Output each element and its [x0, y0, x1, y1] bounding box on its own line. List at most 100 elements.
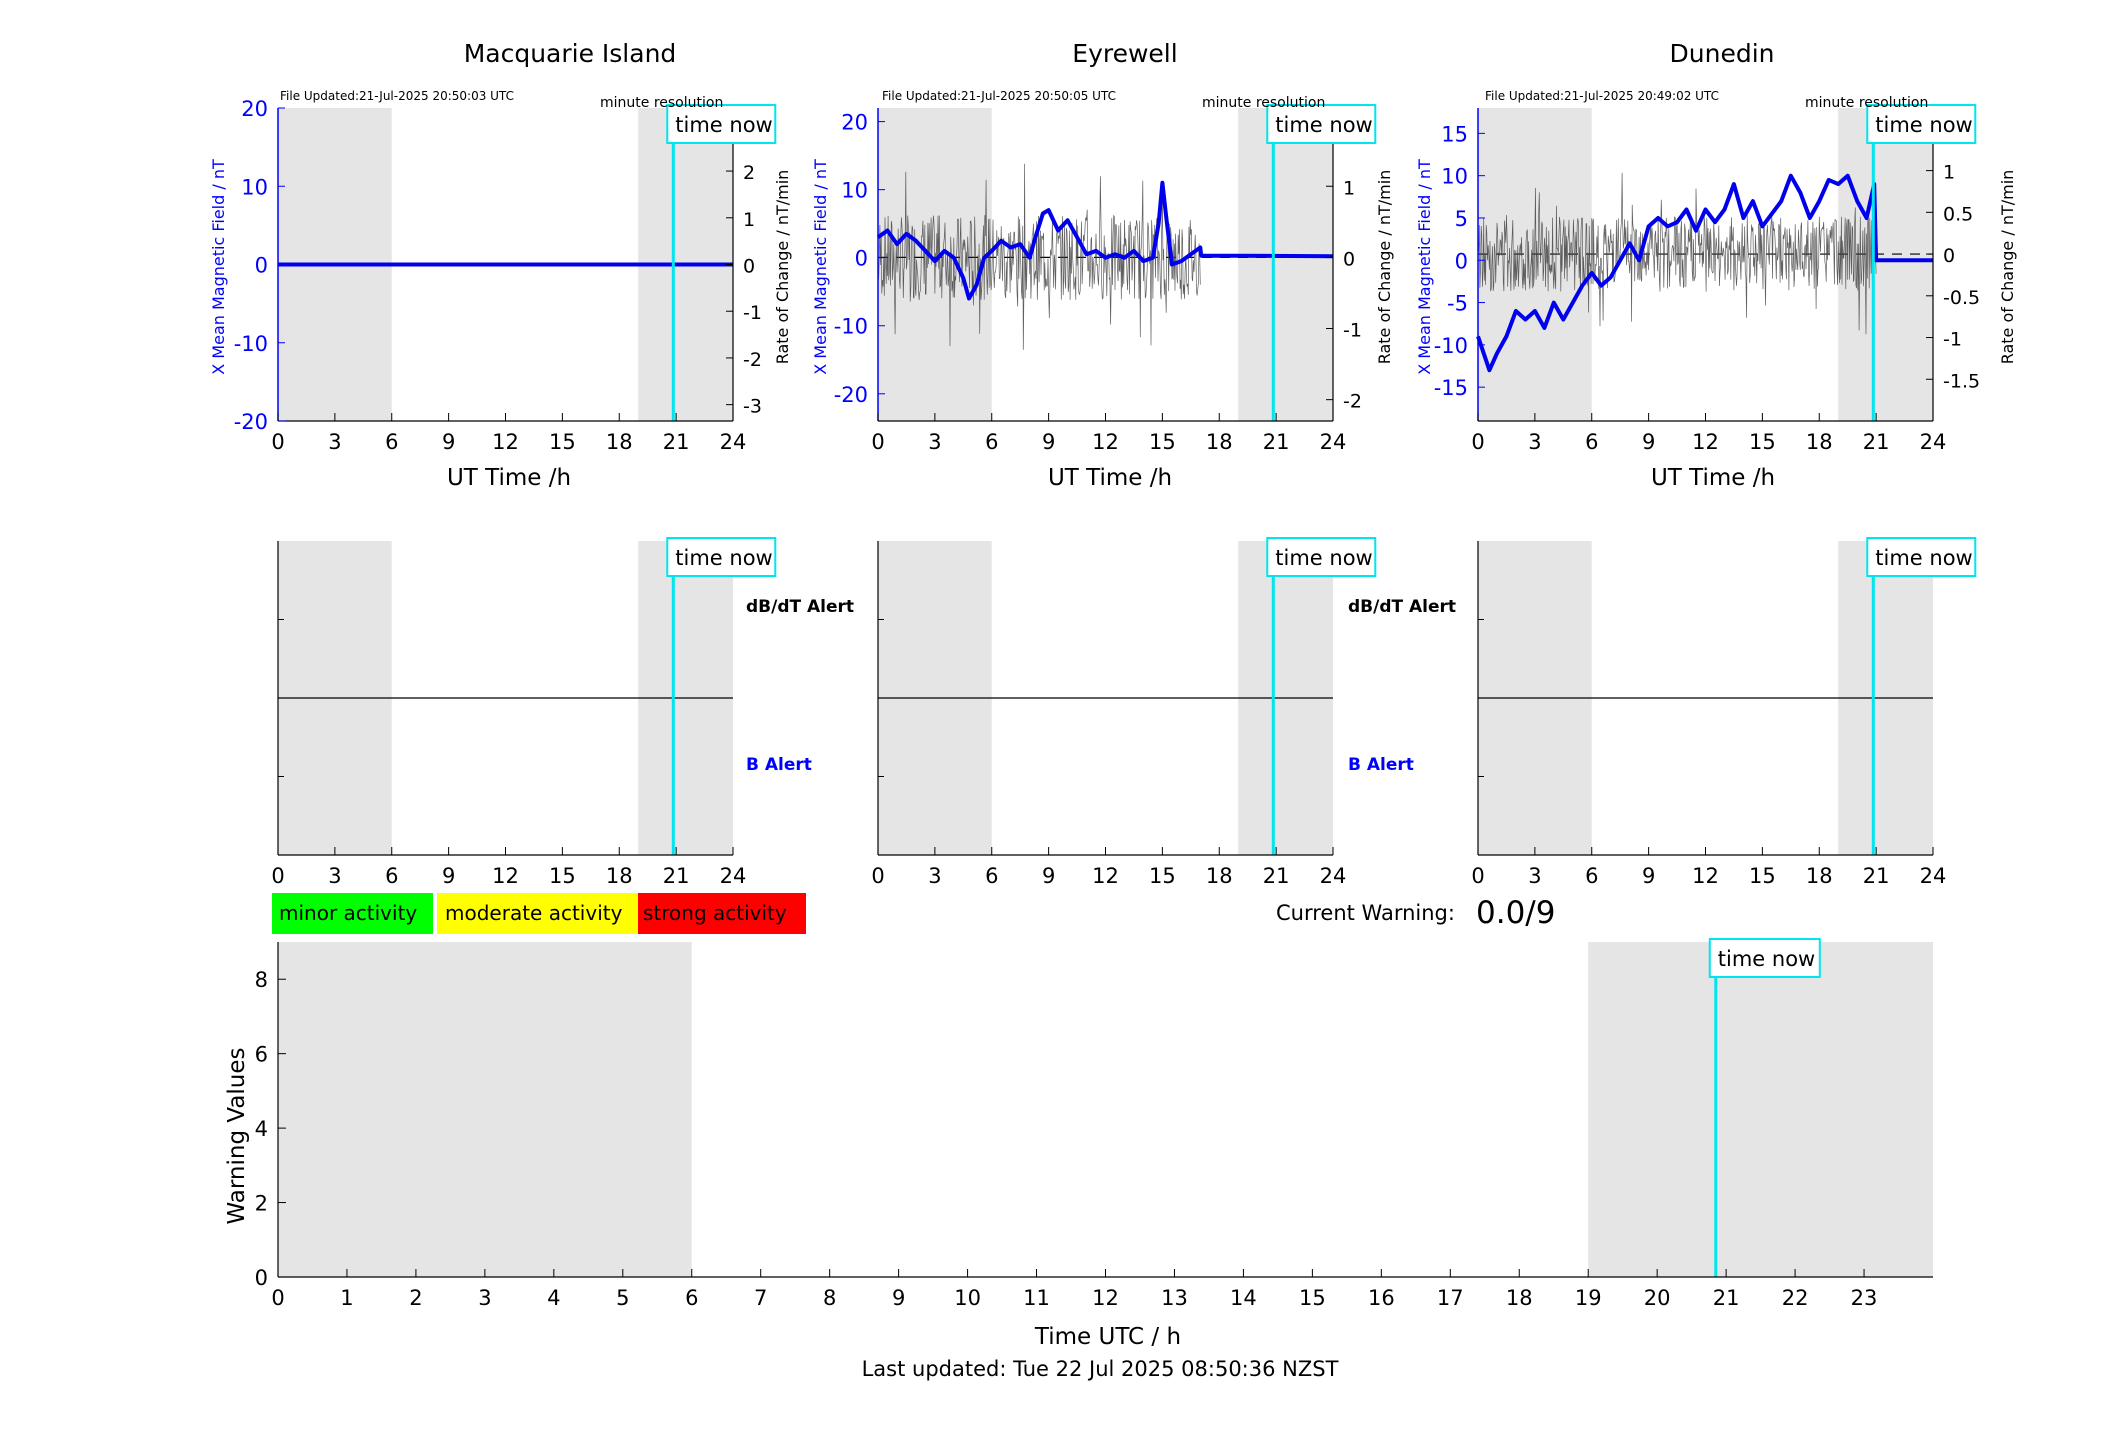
y-axis-label-right-macquarie: Rate of Change / nT/min: [773, 170, 792, 365]
db-alert-label-macquarie: dB/dT Alert: [746, 597, 854, 617]
alert-panel-2-x-tick-label-0: 0: [871, 864, 884, 888]
panel-3-x-tick-label-12: 12: [1692, 430, 1719, 454]
alert-panel-3-x-tick-label-0: 0: [1471, 864, 1484, 888]
warning-x-axis-label: Time UTC / h: [1034, 1324, 1181, 1350]
panel-2-y-right-tick-label--1: -1: [1343, 320, 1362, 342]
last-updated-text: Last updated: Tue 22 Jul 2025 08:50:36 N…: [862, 1357, 1339, 1381]
b-alert-label-eyrewell: B Alert: [1348, 755, 1414, 775]
panel-3-y-left-tick-label-5: 5: [1455, 207, 1468, 231]
panel-2-time-now-label: time now: [1275, 113, 1372, 137]
panel-1-y-right-tick-label--3: -3: [743, 396, 762, 418]
alert-panel-1-x-tick-label-9: 9: [442, 864, 455, 888]
warning-chart-x-tick-label-18: 18: [1506, 1286, 1533, 1310]
panel-2-y-left-tick-label-0: 0: [855, 247, 868, 271]
panel-3-time-now-label: time now: [1875, 113, 1972, 137]
y-axis-label-right-dunedin: Rate of Change / nT/min: [1998, 170, 2017, 365]
legend-strong-label: strong activity: [643, 901, 787, 925]
alert-panel-2-x-tick-label-24: 24: [1320, 864, 1347, 888]
alert-panel-2-x-tick-label-18: 18: [1206, 864, 1233, 888]
panel-2-x-tick-label-9: 9: [1042, 430, 1055, 454]
alert-panel-1-x-tick-label-12: 12: [492, 864, 519, 888]
warning-chart-x-tick-label-10: 10: [954, 1286, 981, 1310]
panel-3-shade-0: [1478, 108, 1592, 421]
panel-1-y-right-tick-label-0: 0: [743, 256, 755, 278]
warning-chart-x-tick-label-2: 2: [409, 1286, 422, 1310]
panel-3-y-left-tick-label-10: 10: [1441, 165, 1468, 189]
panel-2-x-tick-label-0: 0: [871, 430, 884, 454]
panel-1-x-tick-label-12: 12: [492, 430, 519, 454]
alert-panel-2-x-tick-label-6: 6: [985, 864, 998, 888]
alert-panel-1-x-tick-label-21: 21: [663, 864, 690, 888]
panel-3-x-tick-label-24: 24: [1920, 430, 1947, 454]
title-macquarie-island: Macquarie Island: [464, 39, 677, 68]
panel-2-rate-of-change-line: [877, 163, 1201, 350]
warning-chart-x-tick-label-7: 7: [754, 1286, 767, 1310]
panel-2-x-tick-label-6: 6: [985, 430, 998, 454]
x-axis-label-dunedin: UT Time /h: [1651, 465, 1775, 491]
alert-panel-1-x-tick-label-0: 0: [271, 864, 284, 888]
panel-2-x-tick-label-12: 12: [1092, 430, 1119, 454]
panel-3-y-right-tick-label-0.5: 0.5: [1943, 203, 1973, 225]
panel-1-x-tick-label-0: 0: [271, 430, 284, 454]
resolution-label-dunedin: minute resolution: [1805, 95, 1928, 111]
warning-chart-x-tick-label-0: 0: [271, 1286, 284, 1310]
panel-3-y-right-tick-label-1: 1: [1943, 162, 1955, 184]
current-warning-value: 0.0/9: [1476, 895, 1555, 931]
panel-2-field-line-0: [876, 180, 1334, 301]
warning-chart-x-tick-label-8: 8: [823, 1286, 836, 1310]
warning-chart-shade-0: [278, 942, 692, 1277]
current-warning-label: Current Warning:: [1276, 901, 1455, 925]
alert-panel-2-x-tick-label-21: 21: [1263, 864, 1290, 888]
warning-chart-y-tick-label-0: 0: [255, 1266, 268, 1290]
panel-2-y-right-tick-label--2: -2: [1343, 391, 1362, 413]
panel-2-y-left-tick-label--10: -10: [834, 315, 868, 339]
alert-panel-3-x-tick-label-3: 3: [1528, 864, 1541, 888]
x-axis-label-macquarie: UT Time /h: [447, 465, 571, 491]
panel-3-y-left-tick-label--15: -15: [1434, 376, 1468, 400]
warning-chart-x-tick-label-20: 20: [1644, 1286, 1671, 1310]
legend-strong-swatch: [638, 893, 806, 934]
title-dunedin: Dunedin: [1670, 39, 1775, 68]
panel-3-y-right-tick-label--1.5: -1.5: [1943, 370, 1980, 392]
panel-1-x-tick-label-15: 15: [549, 430, 576, 454]
warning-chart-x-tick-label-17: 17: [1437, 1286, 1464, 1310]
alert-panel-3-x-tick-label-24: 24: [1920, 864, 1947, 888]
panel-2-x-tick-label-3: 3: [928, 430, 941, 454]
warning-chart-x-tick-label-12: 12: [1092, 1286, 1119, 1310]
alert-panel-2-x-tick-label-15: 15: [1149, 864, 1176, 888]
resolution-label-eyrewell: minute resolution: [1202, 95, 1325, 111]
panel-2-y-left-tick-label--20: -20: [834, 383, 868, 407]
panel-3-shade-1: [1838, 108, 1933, 421]
panel-1-x-tick-label-6: 6: [385, 430, 398, 454]
panel-3-time-now-box: [1866, 104, 1977, 144]
panel-3-x-tick-label-18: 18: [1806, 430, 1833, 454]
panel-1-time-now-box: [666, 104, 777, 144]
panel-3-y-right-tick-label--1: -1: [1943, 329, 1962, 351]
panel-3-y-right-tick-label-0: 0: [1943, 245, 1955, 267]
alert-panel-3-x-tick-label-21: 21: [1863, 864, 1890, 888]
alert-panel-2-x-tick-label-12: 12: [1092, 864, 1119, 888]
panel-1-y-right-tick-label--1: -1: [743, 302, 762, 324]
legend-moderate-swatch: [437, 893, 638, 934]
legend-minor-swatch: [272, 893, 433, 934]
alert-panel-1-x-tick-label-15: 15: [549, 864, 576, 888]
panel-2-y-right-tick-label-0: 0: [1343, 248, 1355, 270]
panel-1-y-left-tick-label-20: 20: [241, 97, 268, 121]
warning-chart-x-tick-label-9: 9: [892, 1286, 905, 1310]
panel-1-y-left-tick-label-10: 10: [241, 175, 268, 199]
panel-1-x-tick-label-24: 24: [720, 430, 747, 454]
panel-3-x-tick-label-15: 15: [1749, 430, 1776, 454]
panel-2-y-left-tick-label-20: 20: [841, 111, 868, 135]
warning-chart-shade-1: [1588, 942, 1933, 1277]
panel-2-x-tick-label-24: 24: [1320, 430, 1347, 454]
file-updated-dunedin: File Updated:21-Jul-2025 20:49:02 UTC: [1485, 89, 1719, 103]
warning-chart-y-tick-label-4: 4: [255, 1117, 268, 1141]
panel-3-y-left-tick-label-0: 0: [1455, 249, 1468, 273]
panel-1-y-right-tick-label-1: 1: [743, 209, 755, 231]
alert-panel-3-x-tick-label-6: 6: [1585, 864, 1598, 888]
panel-1-y-right-tick-label--2: -2: [743, 349, 762, 371]
warning-chart-x-tick-label-11: 11: [1023, 1286, 1050, 1310]
y-axis-label-right-eyrewell: Rate of Change / nT/min: [1375, 170, 1394, 365]
panel-3-x-tick-label-6: 6: [1585, 430, 1598, 454]
panel-1-x-tick-label-9: 9: [442, 430, 455, 454]
